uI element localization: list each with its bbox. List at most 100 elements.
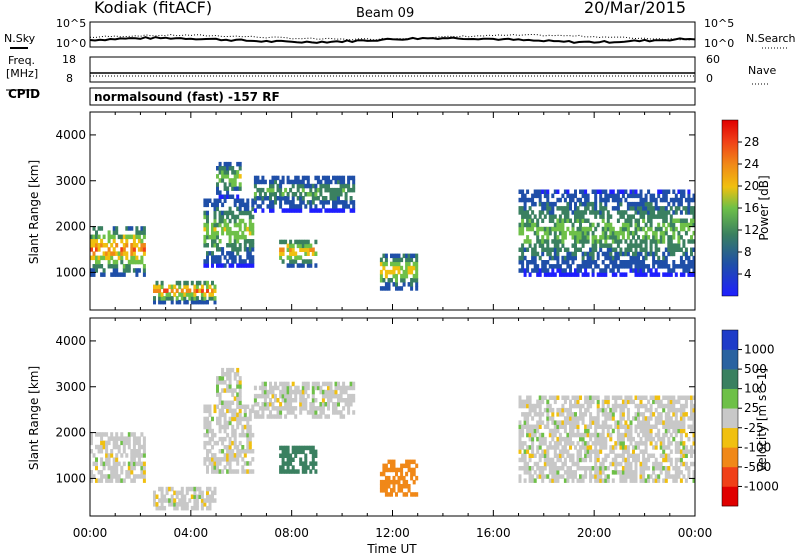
velocity-echo-cell bbox=[538, 445, 542, 450]
power-echo-cell bbox=[289, 239, 293, 245]
power-echo-cell bbox=[609, 235, 613, 240]
velocity-echo-cell bbox=[594, 457, 598, 463]
velocity-echo-cell bbox=[642, 441, 646, 446]
velocity-echo-cell bbox=[206, 424, 209, 430]
velocity-echo-cell bbox=[644, 445, 648, 450]
velocity-echo-cell bbox=[238, 432, 242, 438]
velocity-echo-cell bbox=[221, 457, 225, 462]
velocity-echo-cell bbox=[632, 445, 635, 450]
power-echo-cell bbox=[92, 268, 96, 273]
power-echo-cell bbox=[233, 186, 237, 191]
velocity-echo-cell bbox=[584, 470, 588, 475]
nave-tick-top: 60 bbox=[706, 53, 720, 66]
power-echo-cell bbox=[281, 175, 285, 181]
velocity-echo-cell bbox=[274, 398, 277, 403]
power-echo-cell bbox=[243, 259, 247, 264]
power-echo-cell bbox=[586, 272, 590, 277]
velocity-echo-cell bbox=[382, 479, 386, 485]
velocity-echo-cell bbox=[301, 445, 305, 451]
velocity-echo-cell bbox=[576, 466, 580, 471]
velocity-echo-cell bbox=[168, 486, 172, 492]
velocity-echo-cell bbox=[178, 490, 182, 496]
velocity-echo-cell bbox=[130, 453, 134, 458]
velocity-echo-cell bbox=[526, 403, 530, 409]
power-echo-cell bbox=[112, 238, 116, 244]
velocity-echo-cell bbox=[556, 441, 560, 446]
power-echo-cell bbox=[301, 239, 305, 245]
power-echo-cell bbox=[349, 187, 353, 193]
power-echo-cell bbox=[95, 264, 98, 269]
velocity-echo-cell bbox=[185, 486, 189, 492]
power-echo-cell bbox=[241, 263, 245, 268]
velocity-echo-cell bbox=[165, 486, 169, 492]
power-echo-cell bbox=[594, 243, 598, 248]
velocity-echo-cell bbox=[233, 457, 237, 462]
power-echo-cell bbox=[188, 296, 192, 301]
velocity-echo-cell bbox=[284, 469, 288, 474]
velocity-echo-cell bbox=[248, 416, 252, 422]
velocity-echo-cell bbox=[674, 474, 678, 479]
power-echo-cell bbox=[158, 284, 162, 290]
velocity-echo-cell bbox=[319, 414, 323, 419]
power-echo-cell bbox=[589, 264, 593, 269]
power-echo-cell bbox=[584, 206, 588, 211]
power-echo-cell bbox=[137, 230, 141, 235]
velocity-echo-cell bbox=[347, 385, 351, 391]
time-tick-label: 12:00 bbox=[375, 526, 410, 540]
velocity-echo-cell bbox=[692, 395, 696, 400]
power-echo-cell bbox=[538, 272, 542, 277]
power-echo-cell bbox=[135, 255, 139, 261]
power-echo-cell bbox=[390, 253, 393, 259]
velocity-echo-cell bbox=[314, 461, 318, 466]
power-echo-cell bbox=[218, 218, 222, 224]
power-echo-cell bbox=[637, 255, 640, 261]
power-echo-cell bbox=[584, 201, 588, 207]
velocity-echo-cell bbox=[100, 457, 104, 462]
power-echo-cell bbox=[306, 259, 310, 264]
power-echo-cell bbox=[523, 255, 527, 261]
power-echo-cell bbox=[644, 272, 648, 277]
velocity-echo-cell bbox=[579, 457, 582, 463]
velocity-echo-cell bbox=[576, 424, 580, 429]
velocity-echo-cell bbox=[329, 389, 333, 395]
velocity-colorbar-blocks bbox=[722, 330, 738, 507]
power-echo-cell bbox=[301, 243, 305, 249]
power-echo-cell bbox=[563, 272, 567, 277]
velocity-echo-cell bbox=[140, 465, 144, 471]
power-echo-cell bbox=[236, 186, 240, 191]
velocity-echo-cell bbox=[155, 505, 159, 511]
velocity-echo-cell bbox=[619, 403, 623, 409]
velocity-echo-cell bbox=[339, 410, 343, 415]
velocity-echo-cell bbox=[327, 381, 330, 387]
velocity-echo-cell bbox=[639, 403, 643, 409]
power-echo-cell bbox=[679, 210, 683, 215]
power-echo-cell bbox=[546, 210, 550, 215]
power-echo-cell bbox=[609, 247, 613, 252]
power-echo-cell bbox=[115, 272, 119, 277]
velocity-echo-cell bbox=[243, 461, 247, 466]
velocity-echo-cell bbox=[634, 466, 638, 471]
velocity-echo-cell bbox=[579, 403, 582, 409]
velocity-echo-cell bbox=[684, 399, 688, 405]
power-echo-cell bbox=[211, 280, 214, 286]
power-echo-cell bbox=[314, 263, 318, 268]
power-echo-cell bbox=[218, 263, 222, 268]
power-echo-cell bbox=[415, 278, 419, 283]
power-echo-cell bbox=[548, 264, 552, 269]
power-echo-cell bbox=[206, 284, 209, 290]
power-echo-cell bbox=[248, 259, 252, 264]
velocity-echo-cell bbox=[526, 445, 530, 450]
power-echo-cell bbox=[339, 183, 343, 189]
velocity-echo-cell bbox=[629, 478, 633, 483]
velocity-echo-cell bbox=[576, 395, 580, 400]
velocity-echo-cell bbox=[664, 457, 668, 463]
power-echo-cell bbox=[629, 239, 633, 244]
power-echo-cell bbox=[614, 255, 618, 261]
power-echo-cell bbox=[596, 255, 600, 261]
power-echo-cell bbox=[208, 296, 212, 301]
velocity-echo-cell bbox=[208, 436, 212, 442]
power-echo-cell bbox=[155, 284, 159, 290]
power-echo-cell bbox=[233, 255, 237, 260]
power-echo-cell bbox=[523, 268, 527, 273]
power-echo-cell bbox=[674, 264, 678, 269]
